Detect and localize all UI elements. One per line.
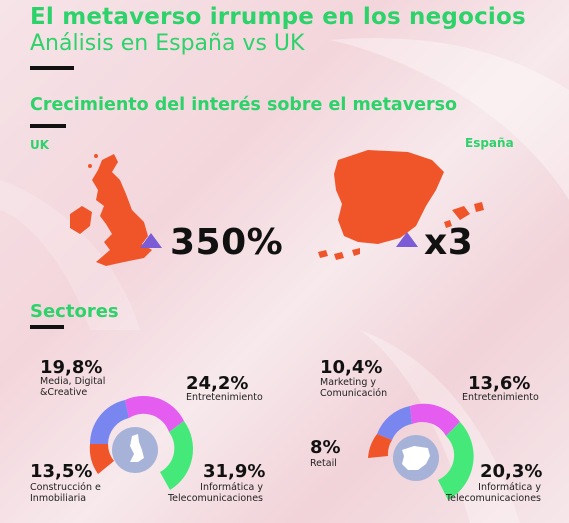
- uk-slice-informatica: [160, 421, 194, 490]
- uk-informatica-label: Informática y Telecomunicaciones: [167, 482, 263, 504]
- spain-slice-marketing: [377, 406, 412, 440]
- sectors-divider: [30, 325, 64, 329]
- spain-entretenimiento-label: Entretenimiento: [462, 392, 539, 403]
- uk-media-value: 19,8%: [40, 357, 103, 378]
- sectors-heading: Sectores: [30, 301, 119, 322]
- uk-label: UK: [30, 138, 50, 152]
- spain-entretenimiento-value: 13,6%: [468, 373, 531, 394]
- spain-map: [318, 150, 484, 260]
- main-title: El metaverso irrumpe en los negocios: [30, 4, 526, 30]
- title-divider: [30, 66, 74, 70]
- spain-slice-entretenimiento: [410, 403, 460, 436]
- spain-mini-map-icon: [402, 446, 430, 470]
- uk-sector-donut: [89, 395, 194, 490]
- uk-map: [70, 154, 152, 266]
- spain-label: España: [465, 136, 514, 150]
- uk-entretenimiento-label: Entretenimiento: [186, 392, 263, 403]
- uk-construccion-value: 13,5%: [30, 461, 93, 482]
- spain-marketing-value: 10,4%: [320, 357, 383, 378]
- spain-informatica-label: Informática y Telecomunicaciones: [445, 482, 541, 504]
- uk-slice-media: [89, 400, 129, 444]
- uk-growth-value: 350%: [170, 222, 284, 263]
- growth-heading: Crecimiento del interés sobre el metaver…: [30, 95, 458, 115]
- uk-slice-construccion: [89, 444, 114, 474]
- uk-construccion-label: Construcción e Inmobiliaria: [30, 482, 101, 504]
- uk-mini-map-icon: [130, 434, 144, 462]
- uk-slice-entretenimiento: [125, 395, 184, 432]
- uk-entretenimiento-value: 24,2%: [186, 373, 249, 394]
- spain-up-triangle-icon: [396, 232, 418, 247]
- uk-media-label: Media, Digital &Creative: [40, 376, 106, 398]
- uk-informatica-value: 31,9%: [203, 461, 266, 482]
- spain-informatica-value: 20,3%: [480, 461, 543, 482]
- spain-marketing-label: Marketing y Comunicación: [320, 377, 388, 399]
- spain-growth-value: x3: [424, 222, 474, 263]
- growth-divider: [30, 124, 66, 128]
- spain-slice-informatica: [438, 422, 474, 500]
- main-subtitle: Análisis en España vs UK: [30, 31, 305, 56]
- uk-up-triangle-icon: [140, 233, 162, 248]
- spain-sector-donut: [368, 403, 474, 500]
- spain-retail-label: Retail: [310, 458, 337, 469]
- spain-slice-retail: [368, 434, 392, 458]
- spain-retail-value: 8%: [310, 437, 341, 458]
